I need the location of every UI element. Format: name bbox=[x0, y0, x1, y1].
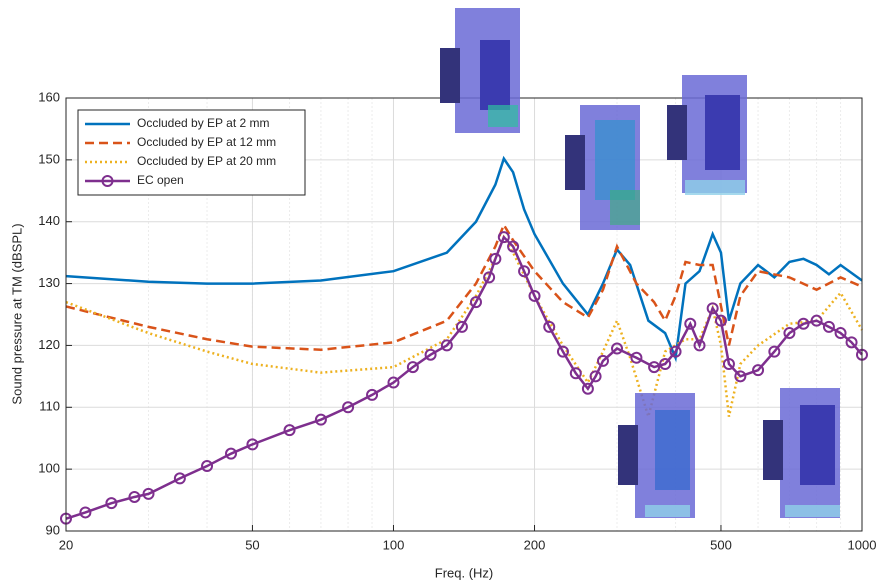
y-tick-label: 160 bbox=[38, 89, 60, 104]
y-tick-label: 110 bbox=[39, 399, 60, 414]
x-tick-label: 1000 bbox=[848, 537, 877, 552]
y-tick-label: 100 bbox=[38, 461, 60, 476]
y-tick-label: 120 bbox=[38, 337, 60, 352]
legend-label: Occluded by EP at 2 mm bbox=[137, 116, 270, 130]
legend-label: EC open bbox=[137, 173, 184, 187]
x-axis-label: Freq. (Hz) bbox=[435, 565, 494, 580]
legend-label: Occluded by EP at 20 mm bbox=[137, 154, 276, 168]
legend: Occluded by EP at 2 mm Occluded by EP at … bbox=[78, 110, 305, 195]
x-tick-label: 200 bbox=[524, 537, 546, 552]
x-tick-label: 20 bbox=[59, 537, 73, 552]
legend-label: Occluded by EP at 12 mm bbox=[137, 135, 276, 149]
y-tick-label: 90 bbox=[46, 522, 60, 537]
y-tick-label: 130 bbox=[38, 275, 60, 290]
x-tick-label: 500 bbox=[710, 537, 732, 552]
x-tick-label: 50 bbox=[245, 537, 259, 552]
y-axis-label: Sound pressure at TM (dBSPL) bbox=[9, 223, 24, 404]
x-tick-label: 100 bbox=[383, 537, 405, 552]
chart: Occluded by EP at 2 mm Occluded by EP at … bbox=[0, 0, 880, 584]
y-tick-label: 140 bbox=[38, 213, 60, 228]
y-tick-label: 150 bbox=[38, 151, 60, 166]
